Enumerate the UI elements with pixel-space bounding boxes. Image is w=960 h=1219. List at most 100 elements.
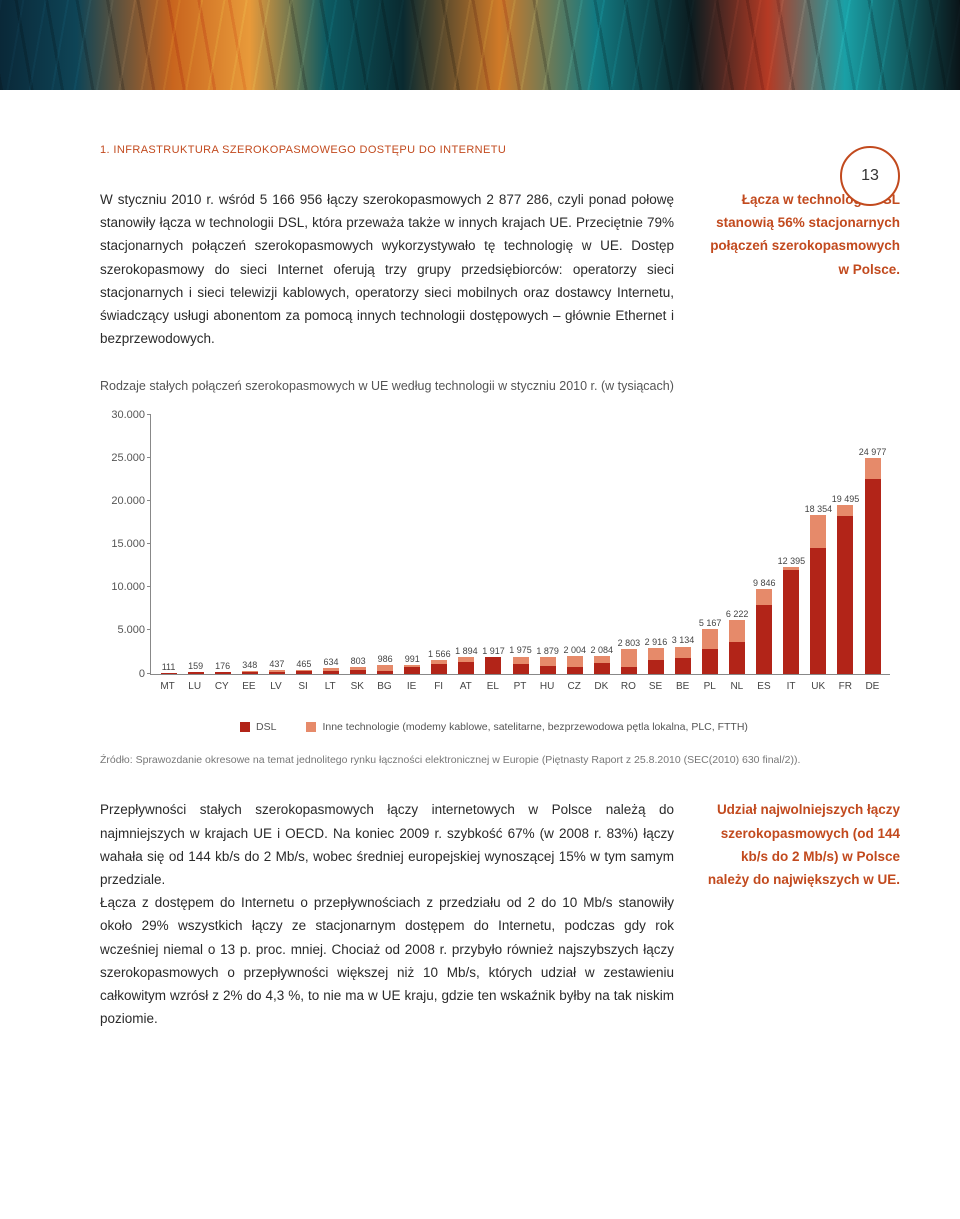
x-tick-label: LU	[181, 675, 208, 715]
x-tick-label: HU	[534, 675, 561, 715]
x-tick-label: ES	[750, 675, 777, 715]
bar-value-label: 634	[323, 657, 338, 667]
bar-SI: 465	[290, 415, 317, 674]
bar-BG: 986	[372, 415, 399, 674]
y-tick-label: 25.000	[97, 452, 145, 464]
y-tick-label: 10.000	[97, 581, 145, 593]
bar-NL: 6 222	[724, 415, 751, 674]
bar-value-label: 18 354	[805, 504, 833, 514]
bar-value-label: 1 879	[536, 646, 559, 656]
bar-value-label: 111	[162, 662, 176, 672]
bar-LT: 634	[317, 415, 344, 674]
bar-ES: 9 846	[751, 415, 778, 674]
paragraph-1: W styczniu 2010 r. wśród 5 166 956 łączy…	[100, 188, 674, 351]
bar-value-label: 1 975	[509, 645, 532, 655]
x-tick-label: UK	[805, 675, 832, 715]
x-tick-label: SK	[344, 675, 371, 715]
bar-AT: 1 894	[453, 415, 480, 674]
bar-value-label: 9 846	[753, 578, 776, 588]
bar-PT: 1 975	[507, 415, 534, 674]
bar-value-label: 2 803	[618, 638, 641, 648]
bar-SE: 2 916	[642, 415, 669, 674]
bar-value-label: 12 395	[778, 556, 806, 566]
bar-value-label: 1 566	[428, 649, 451, 659]
bar-value-label: 986	[378, 654, 393, 664]
y-tick-label: 0	[97, 668, 145, 680]
bar-value-label: 176	[215, 661, 230, 671]
x-tick-label: LV	[262, 675, 289, 715]
x-tick-label: BG	[371, 675, 398, 715]
header-banner	[0, 0, 960, 90]
bar-value-label: 159	[188, 661, 203, 671]
bar-value-label: 3 134	[672, 635, 695, 645]
x-tick-label: PT	[506, 675, 533, 715]
bar-value-label: 6 222	[726, 609, 749, 619]
callout-1: Łącza w technologii DSL stanowią 56% sta…	[700, 188, 900, 351]
bar-value-label: 19 495	[832, 494, 860, 504]
bar-value-label: 991	[405, 654, 420, 664]
bar-FR: 19 495	[832, 415, 859, 674]
legend-item-dsl: DSL	[240, 721, 276, 733]
bar-IT: 12 395	[778, 415, 805, 674]
chart-legend: DSL Inne technologie (modemy kablowe, sa…	[240, 721, 900, 733]
chart: 05.00010.00015.00020.00025.00030.0001111…	[100, 415, 900, 733]
x-tick-label: DE	[859, 675, 886, 715]
bar-CY: 176	[209, 415, 236, 674]
x-tick-label: EE	[235, 675, 262, 715]
bar-IE: 991	[399, 415, 426, 674]
x-tick-label: NL	[723, 675, 750, 715]
x-tick-label: PL	[696, 675, 723, 715]
bar-SK: 803	[345, 415, 372, 674]
x-tick-label: EL	[479, 675, 506, 715]
legend-item-other: Inne technologie (modemy kablowe, sateli…	[306, 721, 747, 733]
bar-UK: 18 354	[805, 415, 832, 674]
bar-RO: 2 803	[615, 415, 642, 674]
x-tick-label: SE	[642, 675, 669, 715]
bar-value-label: 465	[296, 659, 311, 669]
bar-LU: 159	[182, 415, 209, 674]
bar-value-label: 1 894	[455, 646, 478, 656]
x-tick-label: IE	[398, 675, 425, 715]
bar-value-label: 803	[351, 656, 366, 666]
page-body: 13 1. INFRASTRUKTURA SZEROKOPASMOWEGO DO…	[0, 90, 960, 1098]
bar-CZ: 2 004	[561, 415, 588, 674]
paragraph-2: Przepływności stałych szerokopasmowych ł…	[100, 798, 674, 1030]
chart-source: Źródło: Sprawozdanie okresowe na temat j…	[100, 753, 900, 769]
bar-value-label: 437	[269, 659, 284, 669]
bar-DE: 24 977	[859, 415, 886, 674]
x-tick-label: CY	[208, 675, 235, 715]
x-tick-label: DK	[588, 675, 615, 715]
bar-BE: 3 134	[669, 415, 696, 674]
bar-FI: 1 566	[426, 415, 453, 674]
x-tick-label: BE	[669, 675, 696, 715]
bar-value-label: 2 004	[563, 645, 586, 655]
x-tick-label: FI	[425, 675, 452, 715]
x-tick-label: FR	[832, 675, 859, 715]
bar-HU: 1 879	[534, 415, 561, 674]
x-tick-label: AT	[452, 675, 479, 715]
section-header: 1. INFRASTRUKTURA SZEROKOPASMOWEGO DOSTĘ…	[100, 144, 900, 156]
y-tick-label: 30.000	[97, 409, 145, 421]
page-number: 13	[840, 146, 900, 206]
bar-EL: 1 917	[480, 415, 507, 674]
x-tick-label: IT	[778, 675, 805, 715]
y-tick-label: 5.000	[97, 624, 145, 636]
bar-EE: 348	[236, 415, 263, 674]
bar-LV: 437	[263, 415, 290, 674]
y-tick-label: 15.000	[97, 538, 145, 550]
chart-title: Rodzaje stałych połączeń szerokopasmowyc…	[100, 379, 900, 393]
bar-value-label: 2 916	[645, 637, 668, 647]
bar-MT: 111	[155, 415, 182, 674]
callout-2: Udział najwolniejszych łączy szerokopasm…	[700, 798, 900, 1030]
x-tick-label: MT	[154, 675, 181, 715]
bar-value-label: 2 084	[591, 645, 614, 655]
bar-value-label: 348	[242, 660, 257, 670]
bar-DK: 2 084	[588, 415, 615, 674]
x-tick-label: SI	[290, 675, 317, 715]
x-tick-label: LT	[317, 675, 344, 715]
bar-value-label: 1 917	[482, 646, 505, 656]
x-tick-label: RO	[615, 675, 642, 715]
bar-value-label: 24 977	[859, 447, 887, 457]
bar-value-label: 5 167	[699, 618, 722, 628]
x-tick-label: CZ	[561, 675, 588, 715]
